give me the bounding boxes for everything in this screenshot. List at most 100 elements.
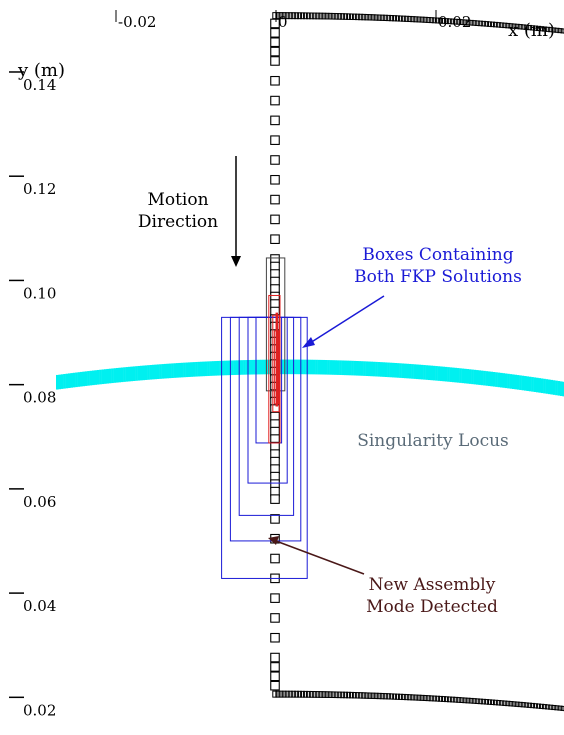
singularity-locus-mark (260, 359, 263, 375)
singularity-locus-mark (502, 373, 505, 388)
path-box (270, 95, 280, 106)
singularity-locus-mark (344, 360, 347, 376)
bottom-arc-mark (385, 693, 391, 700)
top-arc-mark (376, 14, 382, 21)
fkp-box-group (221, 257, 308, 579)
path-box (270, 214, 280, 225)
bottom-arc-mark (496, 700, 502, 706)
singularity-locus-mark (94, 370, 97, 385)
singularity-locus-mark (456, 368, 460, 383)
singularity-locus-mark (236, 360, 239, 375)
singularity-locus-mark (298, 359, 301, 375)
top-arc-mark (428, 17, 434, 24)
singularity-locus-mark (394, 362, 397, 378)
bottom-arc-mark (492, 699, 499, 706)
bottom-arc-mark (465, 697, 471, 704)
singularity-locus-mark (464, 368, 467, 384)
singularity-locus-mark (509, 374, 513, 389)
singularity-locus-mark (238, 360, 241, 375)
top-arc-mark (502, 22, 508, 29)
bottom-arc-mark (272, 690, 278, 698)
singularity-locus-mark (142, 365, 145, 381)
bottom-arc-mark (315, 691, 321, 698)
path-box (270, 37, 280, 48)
top-arc-mark (492, 21, 499, 28)
singularity-locus-mark (303, 359, 306, 375)
singularity-locus-mark (135, 366, 138, 381)
singularity-locus-mark (387, 362, 390, 378)
x-tick-label: 0.02 (438, 13, 471, 31)
top-arc-mark (425, 16, 431, 23)
singularity-locus-mark (480, 370, 484, 386)
singularity-locus-mark (528, 376, 532, 392)
bottom-arc-mark (336, 691, 342, 699)
singularity-locus-mark (262, 359, 265, 375)
singularity-locus-mark (526, 376, 529, 391)
singularity-locus-mark (108, 368, 112, 384)
path-box (270, 680, 280, 691)
path-box (270, 155, 280, 165)
bottom-arc-mark (284, 690, 290, 698)
x-tick-label: -0.02 (118, 13, 156, 31)
top-arc-mark (508, 23, 514, 29)
top-arc-mark (327, 12, 333, 20)
top-arc-mark (499, 22, 505, 28)
bottom-arc-mark (526, 702, 532, 708)
singularity-locus-mark (396, 363, 400, 378)
singularity-locus-mark (92, 370, 95, 386)
singularity-locus-mark (519, 375, 522, 390)
bottom-arc-mark (551, 704, 557, 711)
singularity-locus-mark (233, 360, 237, 375)
fkp-boxes-label-line-1: Boxes Containing (362, 245, 513, 265)
top-arc-mark (529, 25, 535, 31)
path-box (270, 593, 280, 603)
singularity-locus-mark (353, 360, 357, 376)
singularity-locus-mark (56, 374, 59, 390)
fkp-boxes-arrow (309, 295, 385, 344)
singularity-locus-mark (82, 371, 85, 387)
singularity-locus-mark (248, 359, 251, 375)
singularity-locus-mark (430, 365, 433, 381)
singularity-locus-mark (315, 359, 318, 375)
singularity-locus-mark (327, 360, 330, 375)
top-arc-mark (535, 25, 542, 32)
bottom-arc-mark (281, 690, 287, 698)
top-arc-mark (358, 13, 364, 21)
bottom-arc-mark (425, 695, 431, 702)
bottom-arc-mark (489, 699, 496, 706)
singularity-locus-mark (300, 359, 304, 375)
singularity-locus-mark (492, 372, 496, 387)
singularity-locus-mark (63, 374, 66, 389)
y-tick-label: 0.06 (23, 493, 56, 511)
singularity-locus-mark (346, 360, 349, 376)
singularity-locus-mark (504, 373, 508, 389)
singularity-locus-mark (428, 365, 431, 381)
singularity-locus-mark (356, 360, 359, 376)
singularity-locus-mark (60, 374, 64, 389)
singularity-locus-mark (531, 377, 534, 392)
top-arc-mark (388, 15, 394, 22)
singularity-locus-mark (548, 379, 551, 395)
singularity-locus-mark (411, 364, 414, 379)
top-arc-mark (278, 12, 284, 20)
singularity-locus-mark (84, 371, 88, 386)
path-box (270, 234, 280, 244)
singularity-locus-mark (144, 365, 148, 380)
singularity-locus-mark (231, 360, 234, 376)
bottom-arc-mark (318, 691, 324, 698)
singularity-locus-mark (500, 372, 503, 388)
path-box (270, 115, 280, 126)
bottom-arc-mark (361, 692, 367, 699)
bottom-arc-mark (379, 692, 385, 700)
singularity-locus-mark (120, 367, 124, 383)
bottom-arc-mark (471, 698, 477, 704)
y-tick-label: 0.10 (23, 284, 56, 302)
singularity-locus-mark (320, 359, 323, 375)
bottom-arc-mark (502, 700, 508, 706)
singularity-locus-mark (240, 360, 244, 375)
singularity-locus-mark (413, 364, 417, 379)
top-arc-mark (511, 23, 517, 29)
top-arc-mark (450, 18, 456, 25)
bottom-arc-mark (419, 694, 425, 701)
bottom-arc-mark (327, 691, 333, 698)
